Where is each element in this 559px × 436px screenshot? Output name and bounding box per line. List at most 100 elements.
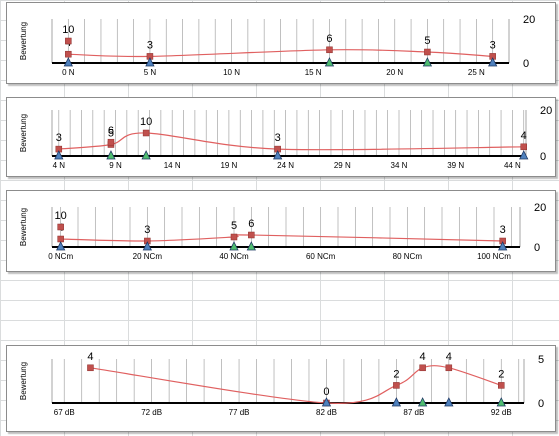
marker-blue-triangle xyxy=(273,150,283,160)
y-tick-label: 20 xyxy=(534,202,546,214)
data-point xyxy=(424,48,431,56)
marker-blue-triangle xyxy=(321,397,332,407)
y-axis-title: Bewertung xyxy=(19,114,28,152)
x-tick-label: 5 N xyxy=(144,68,157,77)
data-point xyxy=(326,46,333,54)
series-line xyxy=(58,132,524,151)
data-point xyxy=(87,364,94,372)
chart-3: Bewertung 0 20 0 NCm 20 NCm 40 NCm 60 NCm 80 NC… xyxy=(19,202,546,261)
series-line xyxy=(90,365,502,404)
x-tick-label: 87 dB xyxy=(403,408,424,417)
extra-data-label: 6 xyxy=(108,125,114,137)
marker-blue-triangle xyxy=(63,57,73,67)
data-label: 6 xyxy=(326,33,332,45)
marker-green-triangle xyxy=(141,150,151,160)
series-line xyxy=(60,234,503,242)
y-tick-label: 0 xyxy=(523,58,529,70)
data-point xyxy=(57,235,64,243)
series-line xyxy=(68,49,493,58)
x-tick-label: 72 dB xyxy=(141,408,162,417)
y-axis-title: Bewertung xyxy=(19,208,28,246)
x-tick-label: 24 N xyxy=(277,161,294,170)
data-label: 2 xyxy=(498,368,504,380)
data-label: 3 xyxy=(275,132,281,144)
marker-green-triangle xyxy=(417,397,428,407)
chart-4: Bewertung 0 5 67 dB 72 dB 77 dB 82 dB 87 dB 92 d… xyxy=(19,351,544,417)
x-tick-label: 25 N xyxy=(468,68,485,77)
y-tick-label: 0 xyxy=(534,242,540,254)
y-tick-label: 20 xyxy=(523,14,535,26)
data-point xyxy=(142,129,150,137)
y-axis-title: Bewertung xyxy=(19,362,28,400)
x-tick-label: 82 dB xyxy=(316,408,337,417)
marker-blue-triangle xyxy=(145,57,155,67)
chart-panel-4[interactable]: Bewertung 0 5 67 dB 72 dB 77 dB 82 dB 87 dB 92 d… xyxy=(6,345,556,432)
x-tick-label: 9 N xyxy=(109,161,122,170)
extra-data-label: 10 xyxy=(62,24,74,36)
x-tick-label: 10 N xyxy=(223,68,240,77)
x-tick-label: 40 NCm xyxy=(219,252,249,261)
marker-green-triangle xyxy=(496,397,506,407)
extra-data-point xyxy=(57,223,64,231)
marker-blue-triangle xyxy=(56,241,66,251)
x-tick-label: 80 NCm xyxy=(393,252,423,261)
y-tick-label: 0 xyxy=(540,151,546,163)
data-label: 5 xyxy=(424,35,430,47)
data-point xyxy=(445,364,453,372)
chart-panel-2[interactable]: Bewertung 0 20 4 N 9 N 14 N 19 N 24 N 29 N 34 N 39… xyxy=(6,97,556,177)
data-label: 6 xyxy=(248,218,254,230)
marker-blue-triangle xyxy=(444,397,454,407)
y-tick-label: 20 xyxy=(540,105,552,117)
x-tick-label: 20 N xyxy=(386,68,403,77)
x-tick-label: 19 N xyxy=(220,161,237,170)
data-point xyxy=(419,364,426,372)
x-tick-label: 0 NCm xyxy=(48,252,73,261)
chart-2: Bewertung 0 20 4 N 9 N 14 N 19 N 24 N 29 N 34 N 39… xyxy=(19,105,552,170)
data-point xyxy=(248,231,255,239)
marker-blue-triangle xyxy=(498,241,508,251)
data-label: 2 xyxy=(393,368,399,380)
y-tick-label: 5 xyxy=(538,354,544,366)
marker-green-triangle xyxy=(246,241,256,251)
y-axis-title: Bewertung xyxy=(19,22,28,60)
extra-data-point xyxy=(107,138,115,146)
extra-data-label: 10 xyxy=(55,210,67,222)
data-point xyxy=(393,382,400,389)
x-tick-label: 29 N xyxy=(334,161,351,170)
x-tick-label: 60 NCm xyxy=(306,252,336,261)
data-point xyxy=(65,50,72,58)
marker-blue-triangle xyxy=(142,241,152,251)
marker-blue-triangle xyxy=(54,150,64,160)
x-tick-label: 34 N xyxy=(391,161,408,170)
data-point xyxy=(498,382,505,389)
extra-data-point xyxy=(65,37,72,45)
y-tick-label: 0 xyxy=(538,398,544,410)
data-label: 4 xyxy=(521,130,527,142)
data-label: 3 xyxy=(147,39,153,51)
data-label: 4 xyxy=(420,351,426,363)
x-tick-label: 92 dB xyxy=(491,408,512,417)
x-tick-label: 14 N xyxy=(164,161,181,170)
data-point xyxy=(230,233,238,241)
data-label: 0 xyxy=(323,386,329,398)
marker-green-triangle xyxy=(229,241,239,251)
x-tick-label: 39 N xyxy=(447,161,464,170)
data-point xyxy=(520,143,527,151)
marker-green-triangle xyxy=(106,150,116,160)
data-label: 5 xyxy=(108,128,114,140)
data-label: 3 xyxy=(56,132,62,144)
marker-green-triangle xyxy=(324,57,335,67)
data-label: 3 xyxy=(500,224,506,236)
chart-panel-3[interactable]: Bewertung 0 20 0 NCm 20 NCm 40 NCm 60 NCm 80 NC… xyxy=(6,190,556,272)
data-label: 3 xyxy=(144,224,150,236)
data-label: 4 xyxy=(87,351,93,363)
marker-blue-triangle xyxy=(519,150,529,160)
marker-blue-triangle xyxy=(391,397,402,407)
x-tick-label: 77 dB xyxy=(229,408,250,417)
data-label: 5 xyxy=(231,220,237,232)
x-tick-label: 20 NCm xyxy=(133,252,163,261)
data-label: 3 xyxy=(490,39,496,51)
x-tick-label: 15 N xyxy=(305,68,322,77)
